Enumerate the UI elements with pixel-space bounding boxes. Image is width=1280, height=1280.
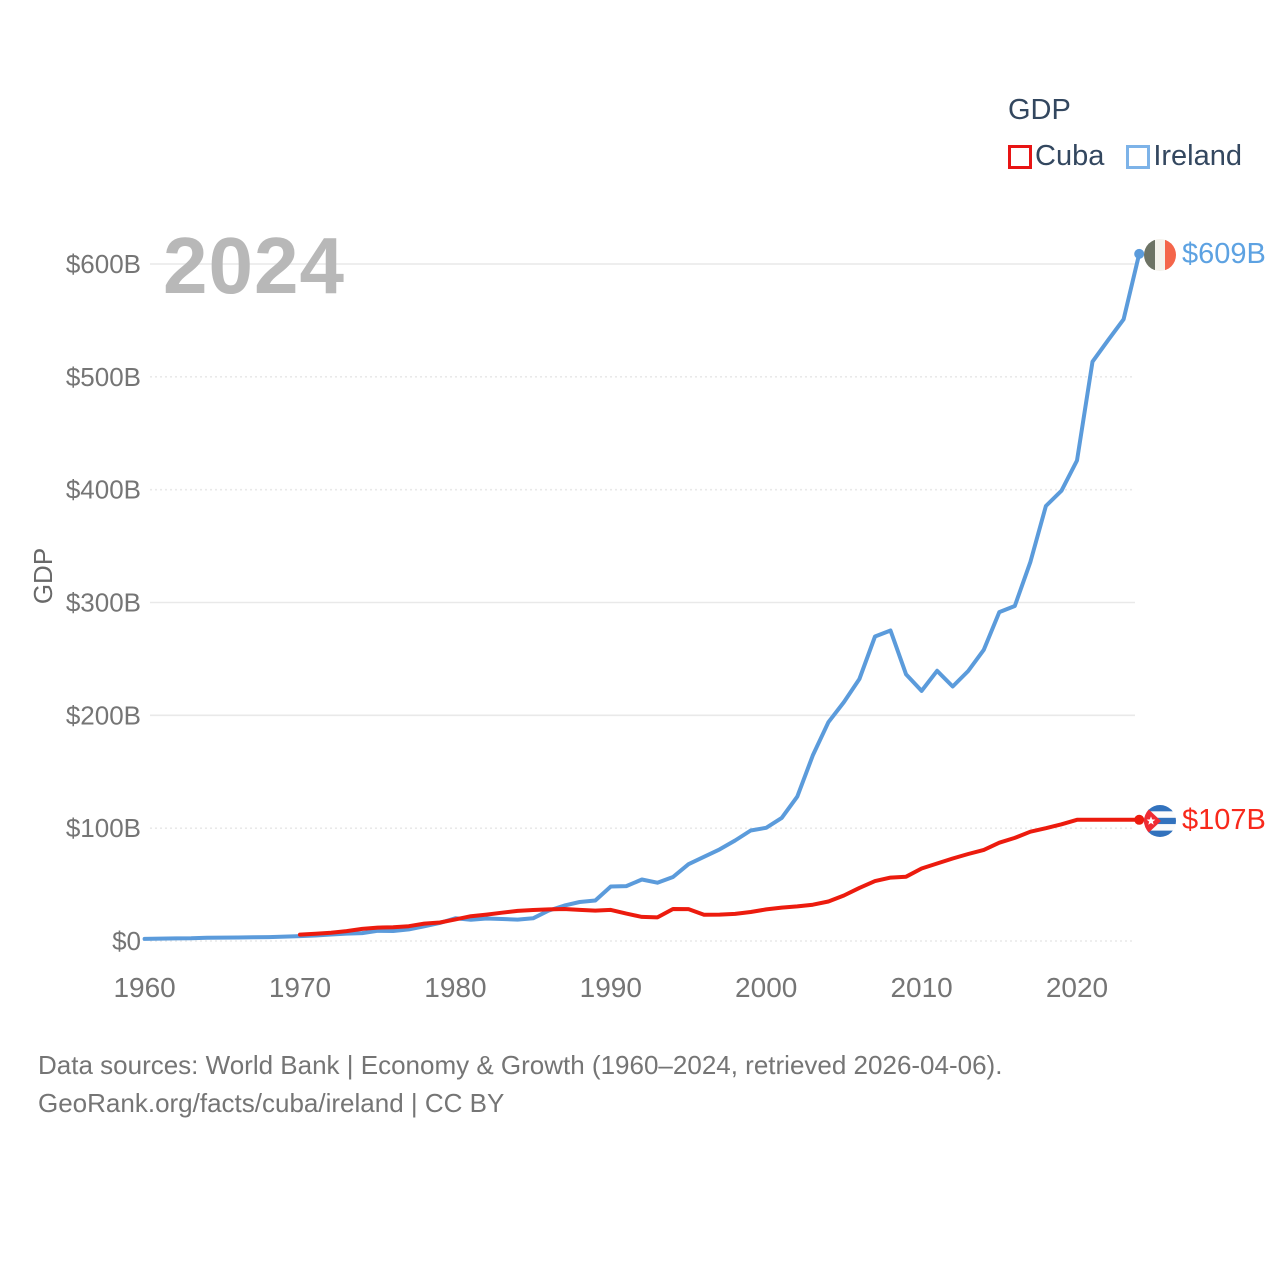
legend-items: Cuba Ireland bbox=[1008, 140, 1242, 173]
legend-label-ireland: Ireland bbox=[1153, 140, 1242, 172]
x-tick-label: 1980 bbox=[424, 972, 486, 1003]
y-tick-label: $0 bbox=[112, 926, 141, 956]
legend-item-cuba[interactable]: Cuba bbox=[1008, 140, 1104, 173]
x-tick-label: 2010 bbox=[890, 972, 952, 1003]
y-tick-label: $400B bbox=[66, 475, 141, 505]
y-tick-label: $100B bbox=[66, 813, 141, 843]
legend-title: GDP bbox=[1008, 94, 1071, 126]
series-line-cuba bbox=[298, 817, 1142, 937]
data-sources-line: Data sources: World Bank | Economy & Gro… bbox=[38, 1050, 1003, 1080]
ireland-flag-icon bbox=[1144, 238, 1176, 271]
y-axis-title: GDP bbox=[28, 547, 58, 605]
footer: Data sources: World Bank | Economy & Gro… bbox=[38, 1046, 1002, 1122]
legend-item-ireland[interactable]: Ireland bbox=[1126, 140, 1242, 173]
cuba-series-swatch bbox=[1008, 144, 1032, 169]
cuba-value-label: $107B bbox=[1182, 804, 1266, 836]
series-line-ireland bbox=[142, 251, 1142, 941]
legend: GDP Cuba Ireland bbox=[1008, 94, 1242, 173]
y-tick-label: $300B bbox=[66, 588, 141, 618]
x-tick-label: 1970 bbox=[269, 972, 331, 1003]
x-tick-label: 2020 bbox=[1046, 972, 1108, 1003]
y-tick-label: $200B bbox=[66, 700, 141, 730]
legend-label-cuba: Cuba bbox=[1035, 140, 1105, 172]
cuba-flag-icon bbox=[1144, 804, 1176, 837]
cuba-end-label: $107B bbox=[1144, 804, 1266, 837]
ireland-series-swatch bbox=[1126, 144, 1151, 169]
x-tick-label: 2000 bbox=[735, 972, 797, 1003]
ireland-value-label: $609B bbox=[1182, 238, 1266, 270]
ireland-end-label: $609B bbox=[1144, 238, 1266, 271]
y-tick-label: $500B bbox=[66, 362, 141, 392]
series-end-dot-cuba bbox=[1134, 814, 1145, 825]
series-end-dot-ireland bbox=[1134, 248, 1145, 259]
attribution-line: GeoRank.org/facts/cuba/ireland | CC BY bbox=[38, 1088, 505, 1118]
x-tick-label: 1990 bbox=[580, 972, 642, 1003]
y-tick-label: $600B bbox=[66, 249, 141, 279]
x-tick-label: 1960 bbox=[113, 972, 175, 1003]
